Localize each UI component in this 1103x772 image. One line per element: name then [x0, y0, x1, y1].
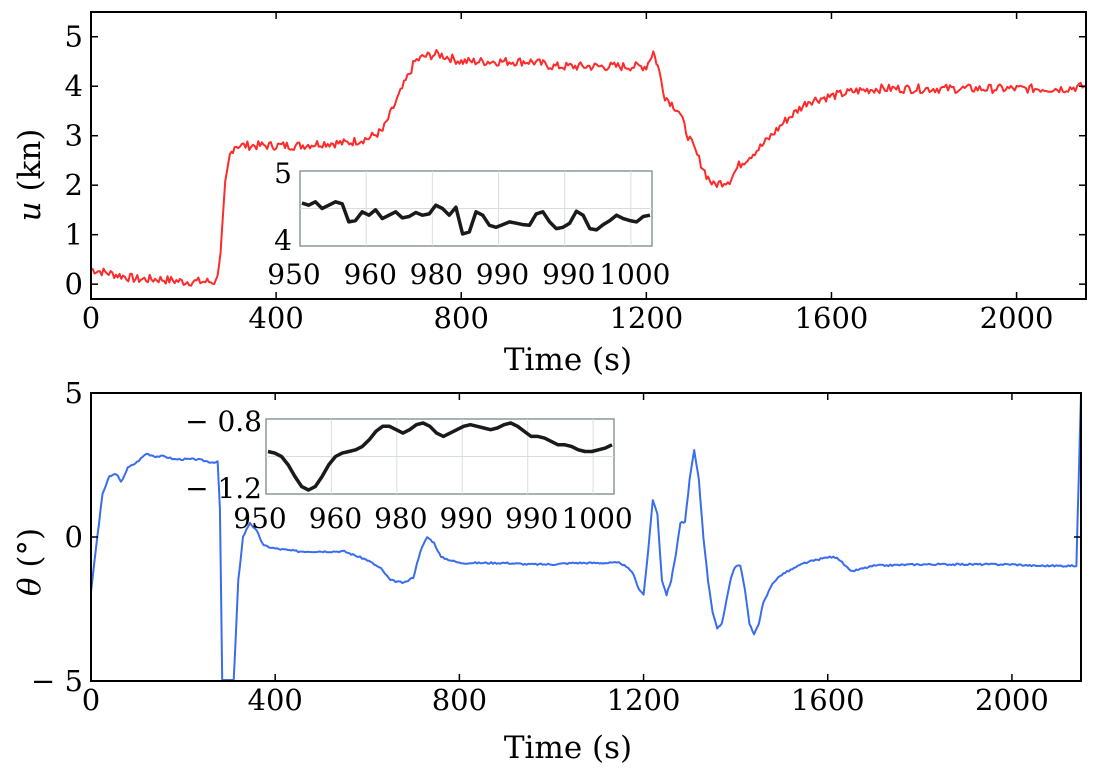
- angle-x-axis-label: Time (s): [504, 730, 632, 766]
- angle-panel: 0 400 800 1200 1600 2000− 505 θ (°) Time (s) …: [12, 376, 1082, 766]
- angle-inset-x-tick-label: 990: [505, 502, 558, 535]
- speed-x-tick-label: 800: [434, 301, 489, 335]
- angle-y-tick-label: 0: [65, 520, 83, 554]
- speed-inset-x-tick-label: 990: [542, 258, 595, 291]
- angle-x-tick-label: 2000: [975, 683, 1049, 717]
- speed-x-tick-label: 1600: [795, 301, 869, 335]
- speed-x-tick-label: 400: [248, 301, 303, 335]
- angle-inset-x-tick-label: 980: [374, 502, 427, 535]
- svg-text:θ (°): θ (°): [12, 528, 48, 596]
- angle-y-axis-unit: (°): [12, 528, 48, 578]
- speed-y-tick-label: 3: [65, 119, 83, 153]
- angle-y-tick-label: − 5: [31, 664, 83, 698]
- speed-inset-x-tick-label: 960: [343, 258, 396, 291]
- angle-y-axis-label: θ (°): [12, 528, 48, 596]
- speed-y-tick-label: 1: [65, 218, 83, 252]
- speed-inset-line: [301, 200, 651, 236]
- angle-inset-x-tick-label: 1000: [561, 502, 632, 535]
- angle-x-tick-label: 400: [248, 683, 303, 717]
- speed-y-axis-unit: (kn): [12, 129, 48, 202]
- angle-y-tick-label: 5: [65, 376, 83, 410]
- speed-inset-x-tick-label: 1000: [599, 258, 670, 291]
- speed-panel: 0 400 800 1200 1600 2000 0 1 2 3 4 5 u (kn) Time (s…: [12, 11, 1087, 378]
- speed-y-tick-label: 0: [65, 267, 83, 301]
- angle-x-tick-label: 1600: [791, 683, 865, 717]
- angle-inset-y-tick-label: − 0.8: [185, 405, 262, 438]
- speed-inset-x-tick-label: 980: [410, 258, 463, 291]
- angle-series-line: [90, 393, 1082, 681]
- speed-inset-y-tick-label: 5: [274, 157, 292, 190]
- speed-inset-x-tick-label: 950: [267, 258, 320, 291]
- speed-x-axis-label: Time (s): [504, 342, 632, 378]
- angle-inset-x-tick-label: 960: [309, 502, 362, 535]
- angle-y-axis-symbol: θ: [12, 577, 48, 596]
- speed-y-tick-label: 2: [65, 168, 83, 202]
- speed-x-tick-label: 1200: [609, 301, 683, 335]
- speed-y-tick-label: 4: [65, 69, 83, 103]
- angle-inset-x-tick-label: 950: [233, 502, 286, 535]
- angle-series-group: [90, 393, 1082, 681]
- angle-x-tick-label: 0: [82, 683, 100, 717]
- speed-y-axis-label: u (kn): [12, 129, 48, 222]
- angle-inset-y-tick-label: − 1.2: [185, 472, 262, 505]
- angle-x-tick-label: 1200: [607, 683, 681, 717]
- angle-ticks: 0 400 800 1200 1600 2000− 505: [31, 376, 1081, 717]
- speed-ticks: 0 400 800 1200 1600 2000 0 1 2 3 4 5: [65, 12, 1086, 335]
- svg-text:u (kn): u (kn): [12, 129, 48, 222]
- angle-x-tick-label: 800: [432, 683, 487, 717]
- speed-inset-x-tick-label: 990: [476, 258, 529, 291]
- speed-x-tick-label: 2000: [980, 301, 1054, 335]
- angle-inset-x-tick-label: 990: [440, 502, 493, 535]
- speed-plot-frame: [90, 11, 1087, 300]
- speed-x-tick-label: 0: [82, 301, 100, 335]
- speed-y-tick-label: 5: [65, 20, 83, 54]
- speed-series-group: [90, 49, 1087, 287]
- speed-y-axis-symbol: u: [12, 201, 48, 221]
- speed-series-line: [90, 49, 1087, 287]
- angle-inset-line: [267, 421, 613, 492]
- speed-inset-y-tick-label: 4: [274, 224, 292, 257]
